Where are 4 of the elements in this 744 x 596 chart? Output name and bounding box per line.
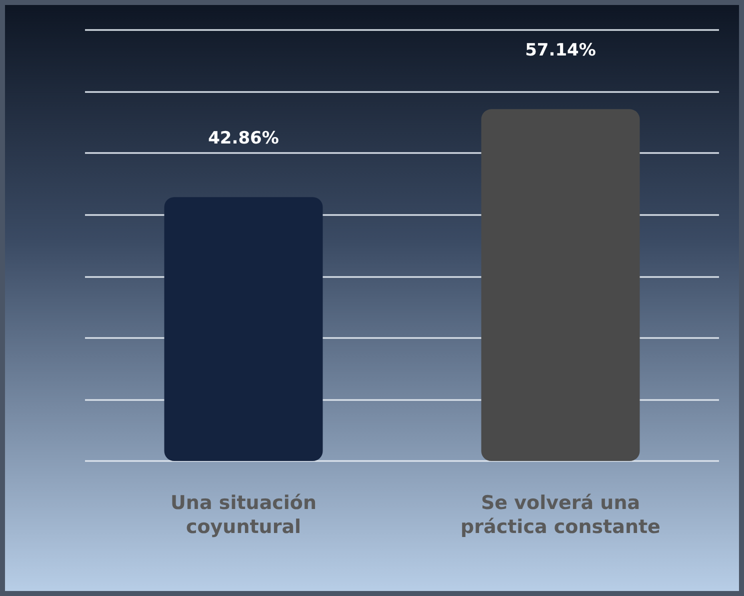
x-tick-label: Se volverá una práctica constante	[460, 492, 660, 538]
x-tick-label: Una situación coyuntural	[170, 492, 316, 538]
data-label: 42.86%	[208, 128, 279, 149]
data-label: 57.14%	[525, 40, 596, 61]
